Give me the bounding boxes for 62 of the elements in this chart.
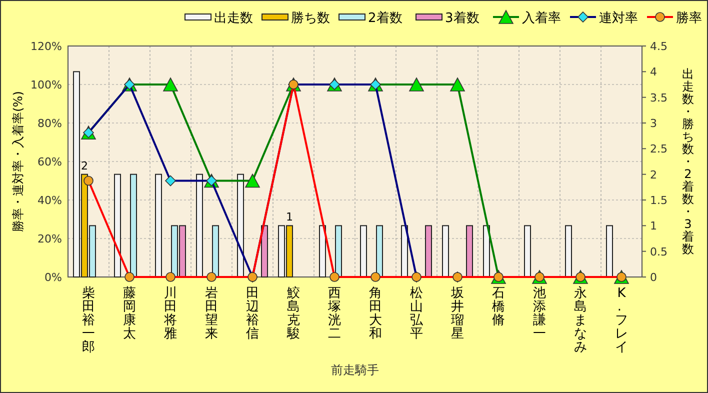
bar bbox=[376, 225, 383, 278]
y2-tick-label: 4 bbox=[650, 66, 657, 79]
legend-label: 入着率 bbox=[522, 10, 561, 26]
legend-label: 連対率 bbox=[599, 10, 638, 26]
bar bbox=[212, 225, 219, 278]
y-tick-label: 100% bbox=[30, 78, 62, 92]
bar bbox=[401, 225, 408, 278]
x-tick-label: 坂井瑠星 bbox=[450, 286, 464, 342]
y2-tick-label: 1 bbox=[650, 220, 657, 233]
y-tick-label: 60% bbox=[38, 156, 62, 168]
bar bbox=[466, 225, 473, 278]
y2-tick-label: 4.5 bbox=[650, 40, 668, 53]
y2-tick-label: 0.5 bbox=[650, 245, 668, 258]
x-tick-label: 石橋脩 bbox=[492, 286, 505, 328]
x-tick-label: 池添謙一 bbox=[533, 286, 546, 342]
x-tick-label: K. フレイ bbox=[615, 286, 628, 355]
y-tick-label: 120% bbox=[30, 40, 62, 53]
legend-label: 3着数 bbox=[445, 10, 480, 26]
legend-label: 勝率 bbox=[676, 10, 702, 26]
bar bbox=[196, 174, 203, 278]
x-tick-label: 永島まなみ bbox=[574, 285, 587, 355]
data-label: 1 bbox=[286, 210, 293, 224]
bar bbox=[565, 225, 572, 278]
x-tick-label: 鮫島克駿 bbox=[286, 286, 300, 342]
bar bbox=[319, 225, 326, 278]
y2-tick-label: 2.5 bbox=[650, 142, 668, 156]
y-tick-label: 80% bbox=[38, 117, 62, 130]
y-tick-label: 40% bbox=[38, 194, 62, 207]
bar bbox=[335, 225, 342, 278]
bar bbox=[261, 225, 268, 278]
x-tick-label: 柴田裕一郎 bbox=[82, 286, 95, 355]
x-tick-label: 岩田望来 bbox=[205, 286, 218, 342]
y2-tick-label: 0 bbox=[650, 271, 657, 284]
x-tick-label: 藤岡康太 bbox=[123, 286, 136, 342]
y-axis-title: 勝率・連対率・入着率(%) bbox=[11, 91, 25, 232]
bar bbox=[442, 225, 449, 278]
x-axis-title: 前走騎手 bbox=[331, 363, 379, 377]
legend-label: 勝ち数 bbox=[291, 11, 330, 26]
x-tick-label: 川田将雅 bbox=[163, 286, 177, 342]
bar bbox=[524, 225, 531, 278]
legend-label: 出走数 bbox=[214, 11, 253, 26]
bar bbox=[237, 174, 244, 278]
legend-label: 2着数 bbox=[368, 10, 402, 26]
x-tick-label: 田辺裕信 bbox=[246, 286, 259, 342]
bar bbox=[483, 225, 490, 278]
bar bbox=[155, 174, 162, 278]
x-tick-label: 角田大和 bbox=[369, 286, 382, 342]
bar bbox=[114, 174, 121, 278]
bar bbox=[606, 225, 613, 278]
bar bbox=[360, 225, 367, 278]
data-label: 2 bbox=[81, 159, 88, 172]
bar bbox=[130, 174, 137, 278]
y2-tick-label: 3 bbox=[650, 117, 657, 130]
y-tick-label: 0% bbox=[44, 271, 62, 284]
text: 出走数・勝ち数・2着数・3着数 bbox=[682, 66, 694, 256]
y2-tick-label: 1.5 bbox=[650, 194, 668, 207]
x-tick-label: 西塚洸二 bbox=[327, 286, 341, 342]
x-tick-label: 松山弘平 bbox=[410, 286, 424, 342]
y-tick-label: 20% bbox=[38, 232, 62, 246]
bar bbox=[425, 225, 432, 278]
y2-tick-label: 2 bbox=[650, 168, 657, 182]
y2-tick-label: 3.5 bbox=[650, 91, 668, 104]
